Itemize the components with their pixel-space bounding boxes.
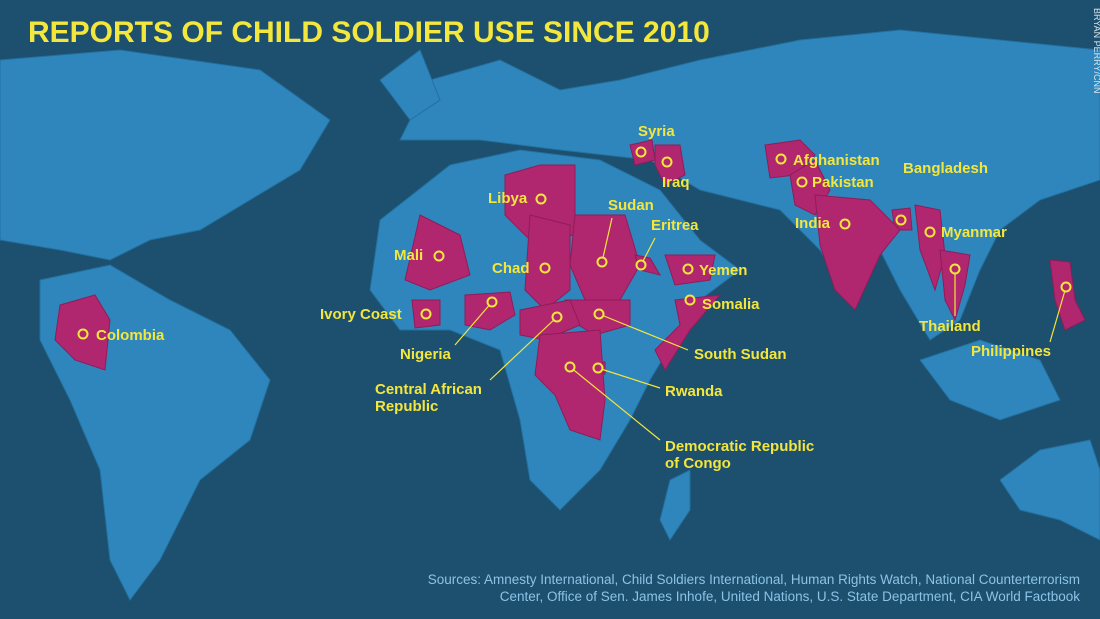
country-shape [914, 204, 946, 292]
leader-line [598, 313, 689, 351]
leader-line [569, 366, 661, 441]
country-shape [519, 299, 581, 341]
country-label: of Congo [665, 455, 731, 472]
country-dot [924, 226, 936, 238]
country-label: Sudan [608, 197, 654, 214]
country-label: South Sudan [694, 346, 787, 363]
country-label: Philippines [971, 343, 1051, 360]
sources-line: Sources: Amnesty International, Child So… [428, 572, 1080, 587]
country-dot [1060, 281, 1072, 293]
country-shape [464, 291, 516, 331]
country-dot [486, 296, 498, 308]
country-dot [535, 193, 547, 205]
country-label: Democratic Republic [665, 438, 814, 455]
country-dot [635, 259, 647, 271]
country-dot [593, 308, 605, 320]
country-dot [77, 328, 89, 340]
country-dot [433, 250, 445, 262]
country-label: Libya [488, 190, 528, 207]
country-dot [682, 263, 694, 275]
country-label: Eritrea [651, 217, 699, 234]
country-label: Republic [375, 398, 438, 415]
country-label: Afghanistan [793, 152, 880, 169]
sources-line: Center, Office of Sen. James Inhofe, Uni… [500, 589, 1081, 604]
country-dot [564, 361, 576, 373]
country-label: Syria [638, 123, 675, 140]
leader-line [601, 217, 613, 263]
title: REPORTS OF CHILD SOLDIER USE SINCE 2010 [28, 16, 710, 49]
country-label: Iraq [662, 174, 690, 191]
country-label: Mali [394, 247, 423, 264]
leader-line [597, 367, 661, 389]
country-label: Myanmar [941, 224, 1007, 241]
country-dot [420, 308, 432, 320]
country-dot [551, 311, 563, 323]
country-label: Rwanda [665, 383, 723, 400]
country-label: Somalia [702, 296, 760, 313]
country-label: Chad [492, 260, 530, 277]
credit: BRYAN PERRY/CNN [1092, 8, 1100, 94]
country-label: Central African [375, 381, 482, 398]
country-dot [661, 156, 673, 168]
country-dot [539, 262, 551, 274]
country-label: India [795, 215, 831, 232]
country-label: Nigeria [400, 346, 452, 363]
leader-line [454, 301, 493, 346]
country-dot [596, 256, 608, 268]
country-shape [1049, 259, 1086, 331]
country-shape [654, 294, 722, 372]
leader-line [489, 316, 558, 381]
country-shape [764, 139, 816, 179]
countries: Syria Iraq Afghanistan Pakistan Bangladesh Li… [54, 123, 1086, 472]
country-shape [524, 214, 571, 311]
leader-line [1049, 286, 1067, 343]
country-dot [949, 263, 961, 275]
country-dot [839, 218, 851, 230]
country-dot [684, 294, 696, 306]
country-dot [796, 176, 808, 188]
country-dot [895, 214, 907, 226]
country-label: Yemen [699, 262, 747, 279]
country-label: Colombia [96, 327, 165, 344]
country-label: Pakistan [812, 174, 874, 191]
country-label: Ivory Coast [320, 306, 402, 323]
country-dot [775, 153, 787, 165]
country-dot [635, 146, 647, 158]
country-label: Thailand [919, 318, 981, 335]
country-shape [534, 329, 606, 441]
country-shape [814, 194, 901, 311]
country-dot [592, 362, 604, 374]
country-label: Bangladesh [903, 160, 988, 177]
